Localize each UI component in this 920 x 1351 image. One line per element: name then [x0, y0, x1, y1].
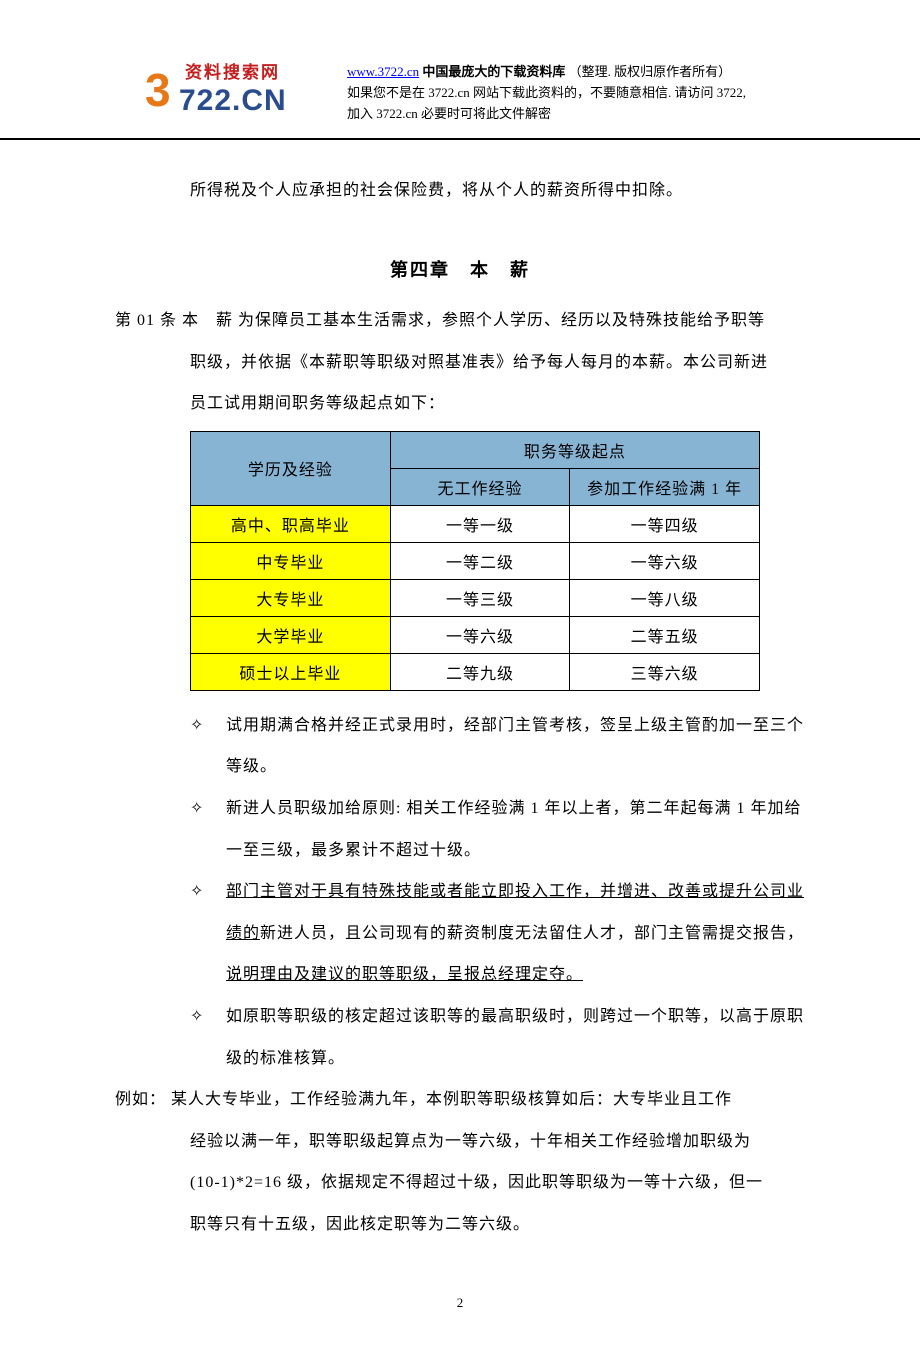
bullet-text: 试用期满合格并经正式录用时，经部门主管考核，签呈上级主管酌加一至三个等级。 [226, 705, 805, 788]
bullet-text: 新进人员职级加给原则: 相关工作经验满 1 年以上者，第二年起每满 1 年加给一… [226, 788, 805, 871]
th-grade-start: 职务等级起点 [390, 431, 759, 468]
article-text-seg3: 员工试用期间职务等级起点如下： [190, 383, 805, 425]
cell-edu: 中专毕业 [191, 542, 391, 579]
chapter-title: 第四章 本 薪 [115, 256, 805, 282]
example-block: 例如： 某人大专毕业，工作经验满九年，本例职等职级核算如后：大专毕业且工作 经验… [115, 1079, 805, 1245]
document-content: 所得税及个人应承担的社会保险费，将从个人的薪资所得中扣除。 第四章 本 薪 第 … [0, 170, 920, 1245]
svg-text:722.CN: 722.CN [179, 84, 287, 117]
cell-edu: 大学毕业 [191, 616, 391, 653]
table-header-row-1: 学历及经验 职务等级起点 [191, 431, 760, 468]
bullet-item: ✧ 试用期满合格并经正式录用时，经部门主管考核，签呈上级主管酌加一至三个等级。 [190, 705, 805, 788]
svg-text:资料搜索网: 资料搜索网 [185, 62, 280, 82]
cell-noexp: 一等六级 [390, 616, 570, 653]
cell-edu: 硕士以上毕业 [191, 653, 391, 690]
diamond-icon: ✧ [190, 871, 226, 913]
th-no-exp: 无工作经验 [390, 468, 570, 505]
example-prefix: 例如： [115, 1091, 166, 1108]
bullet-item: ✧ 新进人员职级加给原则: 相关工作经验满 1 年以上者，第二年起每满 1 年加… [190, 788, 805, 871]
table-row: 中专毕业 一等二级 一等六级 [191, 542, 760, 579]
bullet-item: ✧ 部门主管对于具有特殊技能或者能立即投入工作，并增进、改善或提升公司业绩的新进… [190, 871, 805, 996]
cell-noexp: 二等九级 [390, 653, 570, 690]
cell-exp: 一等四级 [570, 505, 760, 542]
table-row: 大学毕业 一等六级 二等五级 [191, 616, 760, 653]
header-line3: 加入 3722.cn 必要时可将此文件解密 [347, 104, 746, 125]
site-logo: 3 资料搜索网 722.CN [145, 60, 335, 120]
bullet3-part3: 说明理由及建议的职等职级，呈报总经理定夺。 [226, 966, 583, 983]
diamond-icon: ✧ [190, 996, 226, 1038]
bullet-text: 如原职等职级的核定超过该职等的最高职级时，则跨过一个职等，以高于原职级的标准核算… [226, 996, 805, 1079]
example-line3: (10-1)*2=16 级，依据规定不得超过十级，因此职等职级为一等十六级，但一 [190, 1162, 805, 1204]
article-prefix: 第 01 条 本 薪 [115, 312, 233, 329]
example-line2: 经验以满一年，职等职级起算点为一等六级，十年相关工作经验增加职级为 [190, 1121, 805, 1163]
cell-noexp: 一等一级 [390, 505, 570, 542]
header-line2: 如果您不是在 3722.cn 网站下载此资料的，不要随意相信. 请访问 3722… [347, 83, 746, 104]
article-01: 第 01 条 本 薪 为保障员工基本生活需求，参照个人学历、经历以及特殊技能给予… [115, 300, 805, 425]
article-text-seg2: 职级，并依据《本薪职等职级对照基准表》给予每人每月的本薪。本公司新进 [190, 342, 805, 384]
bullet3-part2: 新进人员，且公司现有的薪资制度无法留住人才，部门主管需提交报告， [260, 925, 804, 942]
header-text-block: www.3722.cn 中国最庞大的下载资料库 （整理. 版权归原作者所有） 如… [347, 60, 746, 124]
cell-exp: 一等六级 [570, 542, 760, 579]
table-row: 硕士以上毕业 二等九级 三等六级 [191, 653, 760, 690]
site-url-link[interactable]: www.3722.cn [347, 64, 419, 79]
diamond-icon: ✧ [190, 705, 226, 747]
cell-exp: 二等五级 [570, 616, 760, 653]
page-header: 3 资料搜索网 722.CN www.3722.cn 中国最庞大的下载资料库 （… [0, 60, 920, 140]
bullet-item: ✧ 如原职等职级的核定超过该职等的最高职级时，则跨过一个职等，以高于原职级的标准… [190, 996, 805, 1079]
cell-noexp: 一等三级 [390, 579, 570, 616]
bullet-text-composite: 部门主管对于具有特殊技能或者能立即投入工作，并增进、改善或提升公司业绩的新进人员… [226, 871, 805, 996]
table-row: 大专毕业 一等三级 一等八级 [191, 579, 760, 616]
cell-exp: 一等八级 [570, 579, 760, 616]
example-line1: 某人大专毕业，工作经验满九年，本例职等职级核算如后：大专毕业且工作 [166, 1091, 732, 1108]
table-body: 高中、职高毕业 一等一级 一等四级 中专毕业 一等二级 一等六级 大专毕业 一等… [191, 505, 760, 690]
continuation-text: 所得税及个人应承担的社会保险费，将从个人的薪资所得中扣除。 [190, 170, 805, 212]
cell-edu: 大专毕业 [191, 579, 391, 616]
header-title-rest: （整理. 版权归原作者所有） [569, 64, 732, 79]
table-row: 高中、职高毕业 一等一级 一等四级 [191, 505, 760, 542]
header-title-bold: 中国最庞大的下载资料库 [422, 64, 565, 79]
bullet-list: ✧ 试用期满合格并经正式录用时，经部门主管考核，签呈上级主管酌加一至三个等级。 … [190, 705, 805, 1079]
article-text-seg1: 为保障员工基本生活需求，参照个人学历、经历以及特殊技能给予职等 [233, 312, 765, 329]
page-number: 2 [0, 1295, 920, 1311]
example-line4: 职等只有十五级，因此核定职等为二等六级。 [190, 1204, 805, 1246]
svg-text:3: 3 [145, 64, 171, 116]
cell-noexp: 一等二级 [390, 542, 570, 579]
diamond-icon: ✧ [190, 788, 226, 830]
th-exp-1yr: 参加工作经验满 1 年 [570, 468, 760, 505]
cell-exp: 三等六级 [570, 653, 760, 690]
cell-edu: 高中、职高毕业 [191, 505, 391, 542]
th-education: 学历及经验 [191, 431, 391, 505]
grade-start-table: 学历及经验 职务等级起点 无工作经验 参加工作经验满 1 年 高中、职高毕业 一… [190, 431, 760, 691]
